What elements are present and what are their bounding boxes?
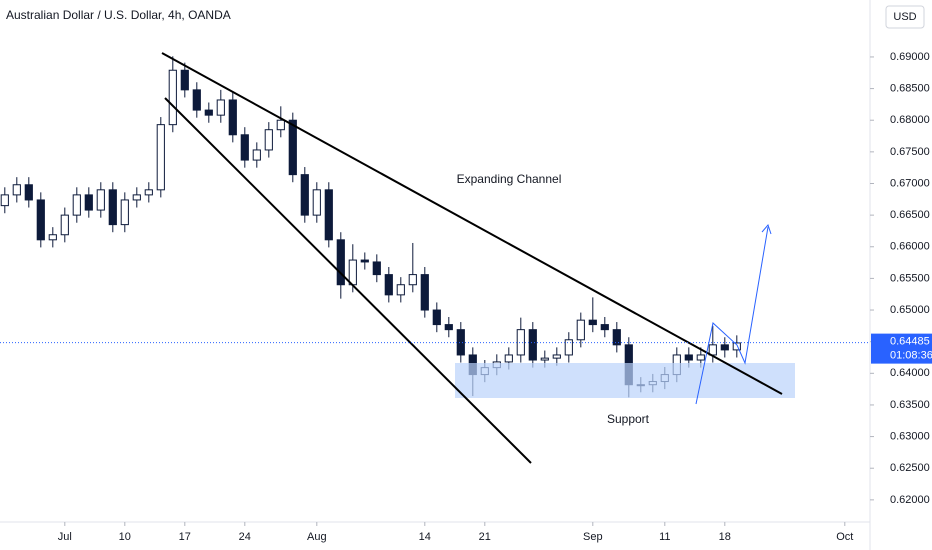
candle-body	[12, 184, 21, 196]
x-tick-label: 24	[239, 531, 251, 543]
countdown-label: 01:08:36	[890, 350, 932, 362]
candle-body	[576, 319, 585, 341]
candle-body	[324, 189, 333, 241]
y-tick-label: 0.62500	[890, 462, 930, 474]
last-price-label: 0.64485	[890, 336, 930, 348]
candle-body	[72, 194, 81, 216]
candle-body	[120, 199, 129, 226]
candle-body	[360, 259, 369, 263]
candle-body	[528, 329, 537, 361]
candle-body	[540, 357, 549, 361]
candle-body	[696, 354, 705, 361]
x-tick-label: 14	[419, 531, 431, 543]
candle-body	[192, 89, 201, 111]
y-tick-label: 0.67500	[890, 146, 930, 158]
support-label: Support	[607, 412, 650, 426]
y-tick-label: 0.67000	[890, 177, 930, 189]
y-tick-label: 0.63500	[890, 399, 930, 411]
candle-body	[216, 99, 225, 116]
x-tick-label: Jul	[58, 531, 72, 543]
candle-body	[204, 109, 213, 116]
x-tick-label: 21	[479, 531, 491, 543]
candle-body	[336, 239, 345, 286]
candle-body	[396, 284, 405, 296]
candle-body	[36, 199, 45, 241]
candle-body	[444, 324, 453, 331]
candle-body	[132, 194, 141, 201]
candle-body	[300, 174, 309, 216]
candle-body	[156, 124, 165, 191]
candle-body	[372, 261, 381, 276]
x-tick-label: 18	[719, 531, 731, 543]
lower-trendline	[164, 97, 532, 464]
candle-body	[180, 69, 189, 91]
candle-body	[108, 189, 117, 226]
candle-body	[612, 329, 621, 346]
x-tick-label: Oct	[836, 531, 853, 543]
candle-body	[252, 149, 261, 161]
candle-body	[96, 189, 105, 211]
x-tick-label: 11	[659, 531, 670, 543]
y-tick-label: 0.63000	[890, 430, 930, 442]
candle-body	[48, 234, 57, 241]
candle-body	[456, 329, 465, 356]
candle-body	[504, 354, 513, 363]
x-tick-label: 10	[119, 531, 131, 543]
candle-body	[240, 134, 249, 161]
candle-body	[552, 354, 561, 359]
x-tick-label: Aug	[307, 531, 327, 543]
candle-body	[288, 119, 297, 176]
y-tick-label: 0.68000	[890, 114, 930, 126]
projection-path	[695, 226, 769, 405]
candle-body	[228, 99, 237, 136]
candle-body	[168, 69, 177, 126]
candle-body	[60, 214, 69, 236]
candle-body	[408, 274, 417, 286]
y-tick-label: 0.69000	[890, 51, 930, 63]
candles	[0, 56, 741, 398]
channel-label: Expanding Channel	[457, 172, 562, 186]
candle-body	[732, 342, 741, 351]
candle-body	[564, 339, 573, 356]
currency-button[interactable]	[885, 5, 925, 29]
candle-body	[720, 344, 729, 351]
y-tick-label: 0.62000	[890, 494, 930, 506]
candle-body	[384, 274, 393, 296]
chart-title: Australian Dollar / U.S. Dollar, 4h, OAN…	[6, 8, 231, 22]
candle-body	[276, 119, 285, 131]
candle-body	[432, 309, 441, 326]
y-tick-label: 0.66500	[890, 209, 930, 221]
last-price-tag	[871, 333, 932, 364]
upper-trendline	[161, 52, 783, 395]
candle-body	[144, 189, 153, 196]
y-tick-label: 0.65000	[890, 304, 930, 316]
y-tick-label: 0.65500	[890, 272, 930, 284]
projection-arrowhead	[761, 224, 772, 235]
y-tick-label: 0.68500	[890, 82, 930, 94]
x-tick-label: Sep	[583, 531, 603, 543]
candle-body	[600, 324, 609, 331]
candle-body	[0, 194, 9, 207]
candle-body	[516, 329, 525, 356]
candle-body	[420, 274, 429, 311]
candle-body	[588, 319, 597, 326]
y-tick-label: 0.64000	[890, 367, 930, 379]
x-tick-label: 17	[179, 531, 191, 543]
candle-body	[312, 189, 321, 216]
currency-label[interactable]: USD	[893, 11, 916, 23]
y-tick-label: 0.66000	[890, 241, 930, 253]
candle-body	[684, 354, 693, 361]
candle-body	[24, 184, 33, 201]
support-zone	[455, 363, 795, 398]
candle-body	[348, 259, 357, 286]
candle-body	[84, 194, 93, 211]
candle-body	[264, 129, 273, 151]
